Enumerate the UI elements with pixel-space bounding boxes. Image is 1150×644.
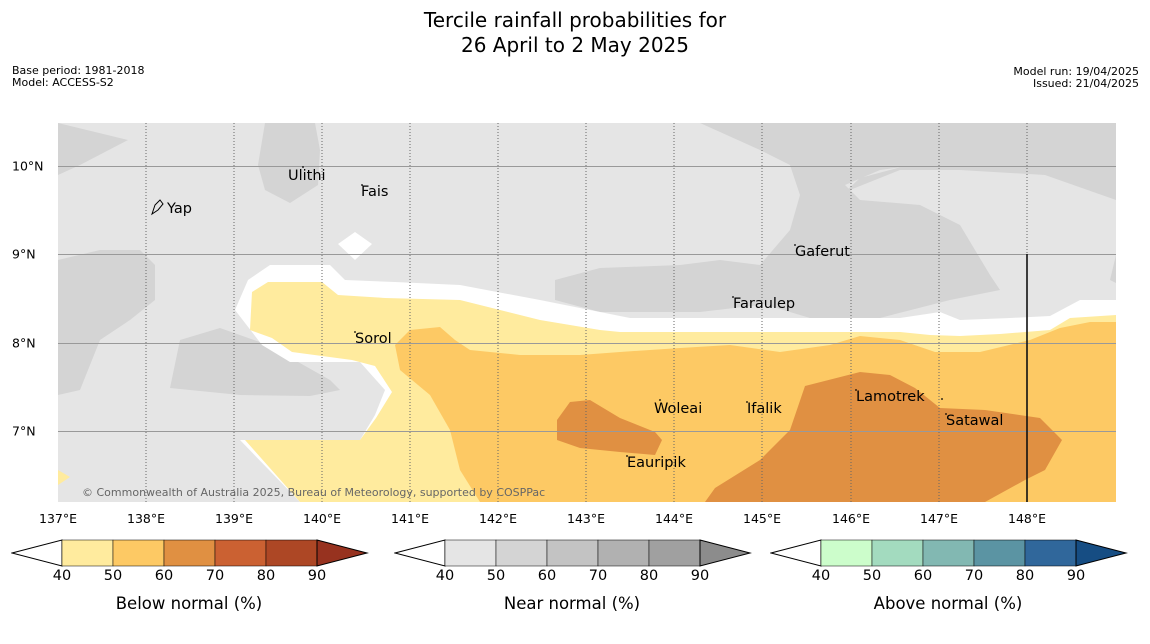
place-label-ulithi: Ulithi bbox=[288, 168, 326, 184]
place-label-gaferut: Gaferut bbox=[795, 244, 850, 260]
lon-label-138: 138°E bbox=[126, 511, 166, 526]
lon-label-146: 146°E bbox=[831, 511, 871, 526]
colorbar-above-normal-lower-arrow bbox=[770, 539, 822, 567]
colorbar-near-normal-swatch-3 bbox=[546, 539, 599, 567]
white-patch bbox=[338, 232, 372, 260]
colorbar-near-normal-swatch-4 bbox=[597, 539, 650, 567]
place-labels: Yap Ulithi Fais Gaferut Faraulep Sorol W… bbox=[166, 168, 1003, 471]
lon-label-139: 139°E bbox=[214, 511, 254, 526]
lon-label-144: 144°E bbox=[654, 511, 694, 526]
colorbar-above-normal-upper-arrow bbox=[1075, 539, 1128, 567]
colorbar-below-normal-swatch-3 bbox=[163, 539, 216, 567]
colorbar-title-near-normal: Near normal (%) bbox=[503, 594, 641, 613]
colorbar-below-normal bbox=[11, 539, 369, 567]
island-dots bbox=[302, 166, 947, 457]
colorbar-above-normal bbox=[770, 539, 1128, 567]
lat-label-8n: 8°N bbox=[12, 335, 36, 351]
place-label-lamotrek: Lamotrek bbox=[856, 389, 925, 405]
colorbar-near-normal-swatch-5 bbox=[648, 539, 701, 567]
colorbar-below-normal-lower-arrow bbox=[11, 539, 63, 567]
colorbar-above-normal-swatch-4 bbox=[973, 539, 1026, 567]
colorbar-near-normal-swatch-2 bbox=[495, 539, 548, 567]
colorbar-near-normal bbox=[394, 539, 752, 567]
lon-label-137: 137°E bbox=[38, 511, 78, 526]
below-normal-tick-80: 80 bbox=[256, 568, 276, 584]
near-normal-tick-90: 90 bbox=[690, 568, 710, 584]
place-label-woleai: Woleai bbox=[654, 401, 702, 417]
lat-label-10n: 10°N bbox=[12, 158, 44, 174]
title-line-1: Tercile rainfall probabilities for bbox=[423, 8, 727, 32]
place-label-eauripik: Eauripik bbox=[627, 455, 686, 471]
below-normal-tick-90: 90 bbox=[307, 568, 327, 584]
colorbar-below-normal-swatch-1 bbox=[61, 539, 114, 567]
colorbar-title-below-normal: Below normal (%) bbox=[115, 594, 263, 613]
place-label-sorol: Sorol bbox=[355, 331, 392, 347]
lat-label-9n: 9°N bbox=[12, 246, 36, 262]
lon-label-148: 148°E bbox=[1007, 511, 1047, 526]
colorbar-below-normal-swatches bbox=[61, 539, 318, 567]
above-normal-tick-70: 70 bbox=[964, 568, 984, 584]
near-normal-tick-50: 50 bbox=[486, 568, 506, 584]
colorbar-below-normal-swatch-5 bbox=[265, 539, 318, 567]
near-normal-tick-70: 70 bbox=[588, 568, 608, 584]
colorbar-below-normal-swatch-2 bbox=[112, 539, 165, 567]
below-normal-tick-70: 70 bbox=[205, 568, 225, 584]
place-label-yap: Yap bbox=[166, 201, 192, 217]
colorbar-near-normal-swatch-1 bbox=[444, 539, 497, 567]
latitude-gridlines bbox=[58, 166, 1116, 432]
title-line-2: 26 April to 2 May 2025 bbox=[461, 33, 689, 57]
lon-label-140: 140°E bbox=[302, 511, 342, 526]
below-normal-60-areas bbox=[557, 372, 1062, 502]
above-normal-tick-90: 90 bbox=[1066, 568, 1086, 584]
below-normal-tick-50: 50 bbox=[103, 568, 123, 584]
colorbar-below-normal-upper-arrow bbox=[316, 539, 369, 567]
near-normal-tick-80: 80 bbox=[639, 568, 659, 584]
below-normal-tick-40: 40 bbox=[52, 568, 72, 584]
above-normal-tick-40: 40 bbox=[811, 568, 831, 584]
lon-label-145: 145°E bbox=[742, 511, 782, 526]
lon-label-142: 142°E bbox=[478, 511, 518, 526]
model-run-text: Model run: 19/04/2025 bbox=[1013, 65, 1139, 78]
colorbar-above-normal-swatches bbox=[820, 539, 1077, 567]
colorbar-title-above-normal: Above normal (%) bbox=[873, 594, 1023, 613]
place-label-satawal: Satawal bbox=[946, 413, 1003, 429]
above-normal-tick-60: 60 bbox=[913, 568, 933, 584]
colorbar-near-normal-swatches bbox=[444, 539, 701, 567]
place-label-ifalik: Ifalik bbox=[747, 401, 782, 417]
colorbar-above-normal-swatch-5 bbox=[1024, 539, 1077, 567]
below-normal-40-patch bbox=[58, 470, 70, 485]
meta-left: Base period: 1981-2018 Model: ACCESS-S2 bbox=[12, 65, 144, 89]
colorbar-near-normal-upper-arrow bbox=[699, 539, 752, 567]
near-normal-tick-40: 40 bbox=[435, 568, 455, 584]
colorbar-above-normal-swatch-2 bbox=[871, 539, 924, 567]
lat-label-7n: 7°N bbox=[12, 423, 36, 439]
base-period-text: Base period: 1981-2018 bbox=[12, 64, 145, 77]
yap-island-outline bbox=[151, 199, 164, 216]
colorbar-below-normal-swatch-4 bbox=[214, 539, 267, 567]
colorbar-near-normal-lower-arrow bbox=[394, 539, 446, 567]
lon-label-147: 147°E bbox=[919, 511, 959, 526]
above-normal-tick-50: 50 bbox=[862, 568, 882, 584]
lon-label-143: 143°E bbox=[566, 511, 606, 526]
model-text: Model: ACCESS-S2 bbox=[12, 76, 114, 89]
near-normal-tick-60: 60 bbox=[537, 568, 557, 584]
place-label-fais: Fais bbox=[361, 184, 388, 200]
place-label-faraulep: Faraulep bbox=[733, 296, 795, 312]
near-normal-50-areas bbox=[58, 123, 1116, 396]
issued-text: Issued: 21/04/2025 bbox=[1032, 77, 1139, 90]
colorbar-above-normal-swatch-1 bbox=[820, 539, 873, 567]
below-normal-tick-60: 60 bbox=[154, 568, 174, 584]
lon-label-141: 141°E bbox=[390, 511, 430, 526]
meta-right: Model run: 19/04/2025 Issued: 21/04/2025 bbox=[1013, 66, 1139, 90]
colorbar-above-normal-swatch-3 bbox=[922, 539, 975, 567]
copyright-text: © Commonwealth of Australia 2025, Bureau… bbox=[82, 486, 545, 499]
above-normal-tick-80: 80 bbox=[1015, 568, 1035, 584]
